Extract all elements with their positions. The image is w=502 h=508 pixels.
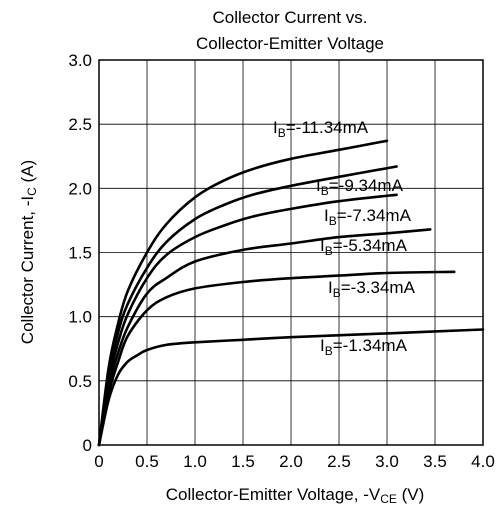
y-axis-label: Collector Current, -IC (A) (18, 160, 39, 344)
y-tick-label: 2.5 (68, 115, 92, 134)
x-axis-label: Collector-Emitter Voltage, -VCE (V) (166, 485, 425, 506)
y-tick-label: 3.0 (68, 51, 92, 70)
y-tick-label: 2.0 (68, 179, 92, 198)
series-line-3 (97, 228, 432, 447)
x-tick-label: 2.5 (327, 452, 351, 471)
series-label-3: IB=-5.34mA (320, 236, 408, 258)
series-line-1 (97, 165, 398, 447)
x-tick-label: 1.5 (231, 452, 255, 471)
x-tick-labels: 0 0.5 1.0 1.5 2.0 2.5 3.0 3.5 4.0 (94, 452, 495, 471)
x-tick-label: 3.5 (423, 452, 447, 471)
x-tick-label: 2.0 (279, 452, 303, 471)
series-labels: IB=-11.34mA IB=-9.34mA IB=-7.34mA IB=-5.34m… (273, 118, 416, 358)
y-tick-label: 0 (83, 436, 92, 455)
y-tick-label: 1.5 (68, 244, 92, 263)
chart-title-line-2: Collector-Emitter Voltage (196, 34, 384, 53)
x-tick-label: 1.0 (183, 452, 207, 471)
series-line-2 (97, 193, 398, 447)
chart-title-line-1: Collector Current vs. (213, 8, 368, 27)
series-label-1: IB=-9.34mA (316, 176, 404, 198)
y-tick-labels: 0 0.5 1.0 1.5 2.0 2.5 3.0 (68, 51, 92, 455)
curves (97, 139, 485, 447)
plot-frame (98, 59, 484, 446)
x-tick-label: 4.0 (471, 452, 495, 471)
series-line-5 (97, 328, 485, 447)
grid (99, 60, 483, 445)
x-tick-label: 3.0 (375, 452, 399, 471)
x-tick-label: 0.5 (135, 452, 159, 471)
x-tick-label: 0 (94, 452, 103, 471)
series-line-0 (97, 139, 389, 447)
series-label-2: IB=-7.34mA (324, 206, 412, 228)
y-tick-label: 0.5 (68, 372, 92, 391)
series-line-4 (97, 270, 456, 447)
y-tick-label: 1.0 (68, 308, 92, 327)
series-label-4: IB=-3.34mA (328, 278, 416, 300)
series-label-0: IB=-11.34mA (273, 118, 369, 140)
series-label-5: IB=-1.34mA (320, 336, 408, 358)
